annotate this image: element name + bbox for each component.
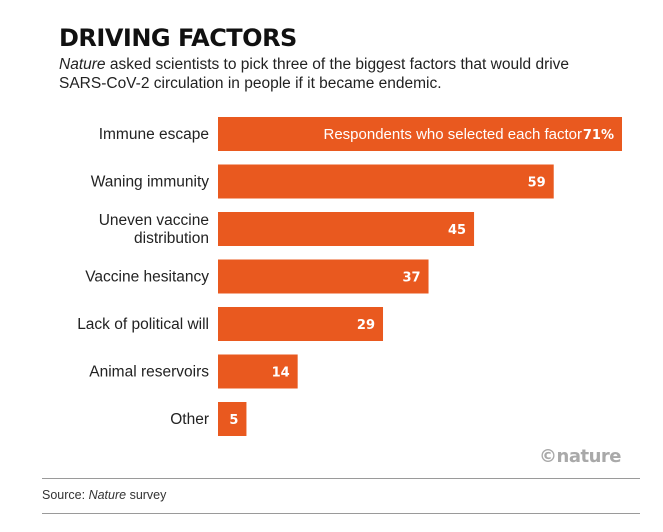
bar-uneven-vaccine-distribution: [218, 212, 475, 246]
bar-chart: Immune escape 71%Respondents who selected…: [77, 117, 622, 436]
subtitle-text: asked scientists to pick three of the bi…: [59, 56, 570, 92]
source-note: Source: Nature survey: [42, 488, 166, 502]
value-label: 14: [272, 366, 290, 381]
bar-lack-of-political-will: [218, 307, 384, 341]
value-label: 71%: [583, 128, 614, 143]
bar-animal-reservoirs: [218, 354, 298, 389]
chart-subtitle: Nature asked scientists to pick three of…: [59, 55, 619, 93]
subtitle-publication: Nature: [59, 56, 106, 73]
value-label: 29: [357, 318, 375, 333]
category-label: Immune escape: [99, 126, 209, 143]
category-label: Vaccine hesitancy: [85, 269, 209, 286]
category-label: Animal reservoirs: [89, 364, 209, 381]
category-label: Lack of political will: [77, 316, 209, 333]
value-label: 45: [448, 223, 466, 238]
bar-other: [218, 402, 247, 436]
legend-label: Respondents who selected each factor: [324, 126, 583, 143]
value-label: 59: [528, 176, 546, 191]
source-prefix: Source:: [42, 488, 89, 502]
chart-title: DRIVING FACTORS: [59, 24, 297, 52]
category-label: Waning immunity: [91, 174, 210, 191]
nature-logo: ©nature: [539, 446, 621, 467]
source-publication: Nature: [88, 488, 127, 502]
footer-rule-bottom: [42, 513, 640, 514]
source-suffix: survey: [126, 488, 167, 502]
footer-rule-top: [42, 478, 640, 479]
bar-immune-escape: [218, 117, 622, 151]
value-label: 37: [402, 271, 420, 286]
bar-vaccine-hesitancy: [218, 259, 429, 294]
value-label: 5: [229, 413, 238, 428]
category-label: Uneven vaccine: [99, 212, 209, 229]
bar-waning-immunity: [218, 164, 554, 199]
category-label: Other: [170, 411, 209, 428]
category-label: distribution: [134, 230, 209, 247]
